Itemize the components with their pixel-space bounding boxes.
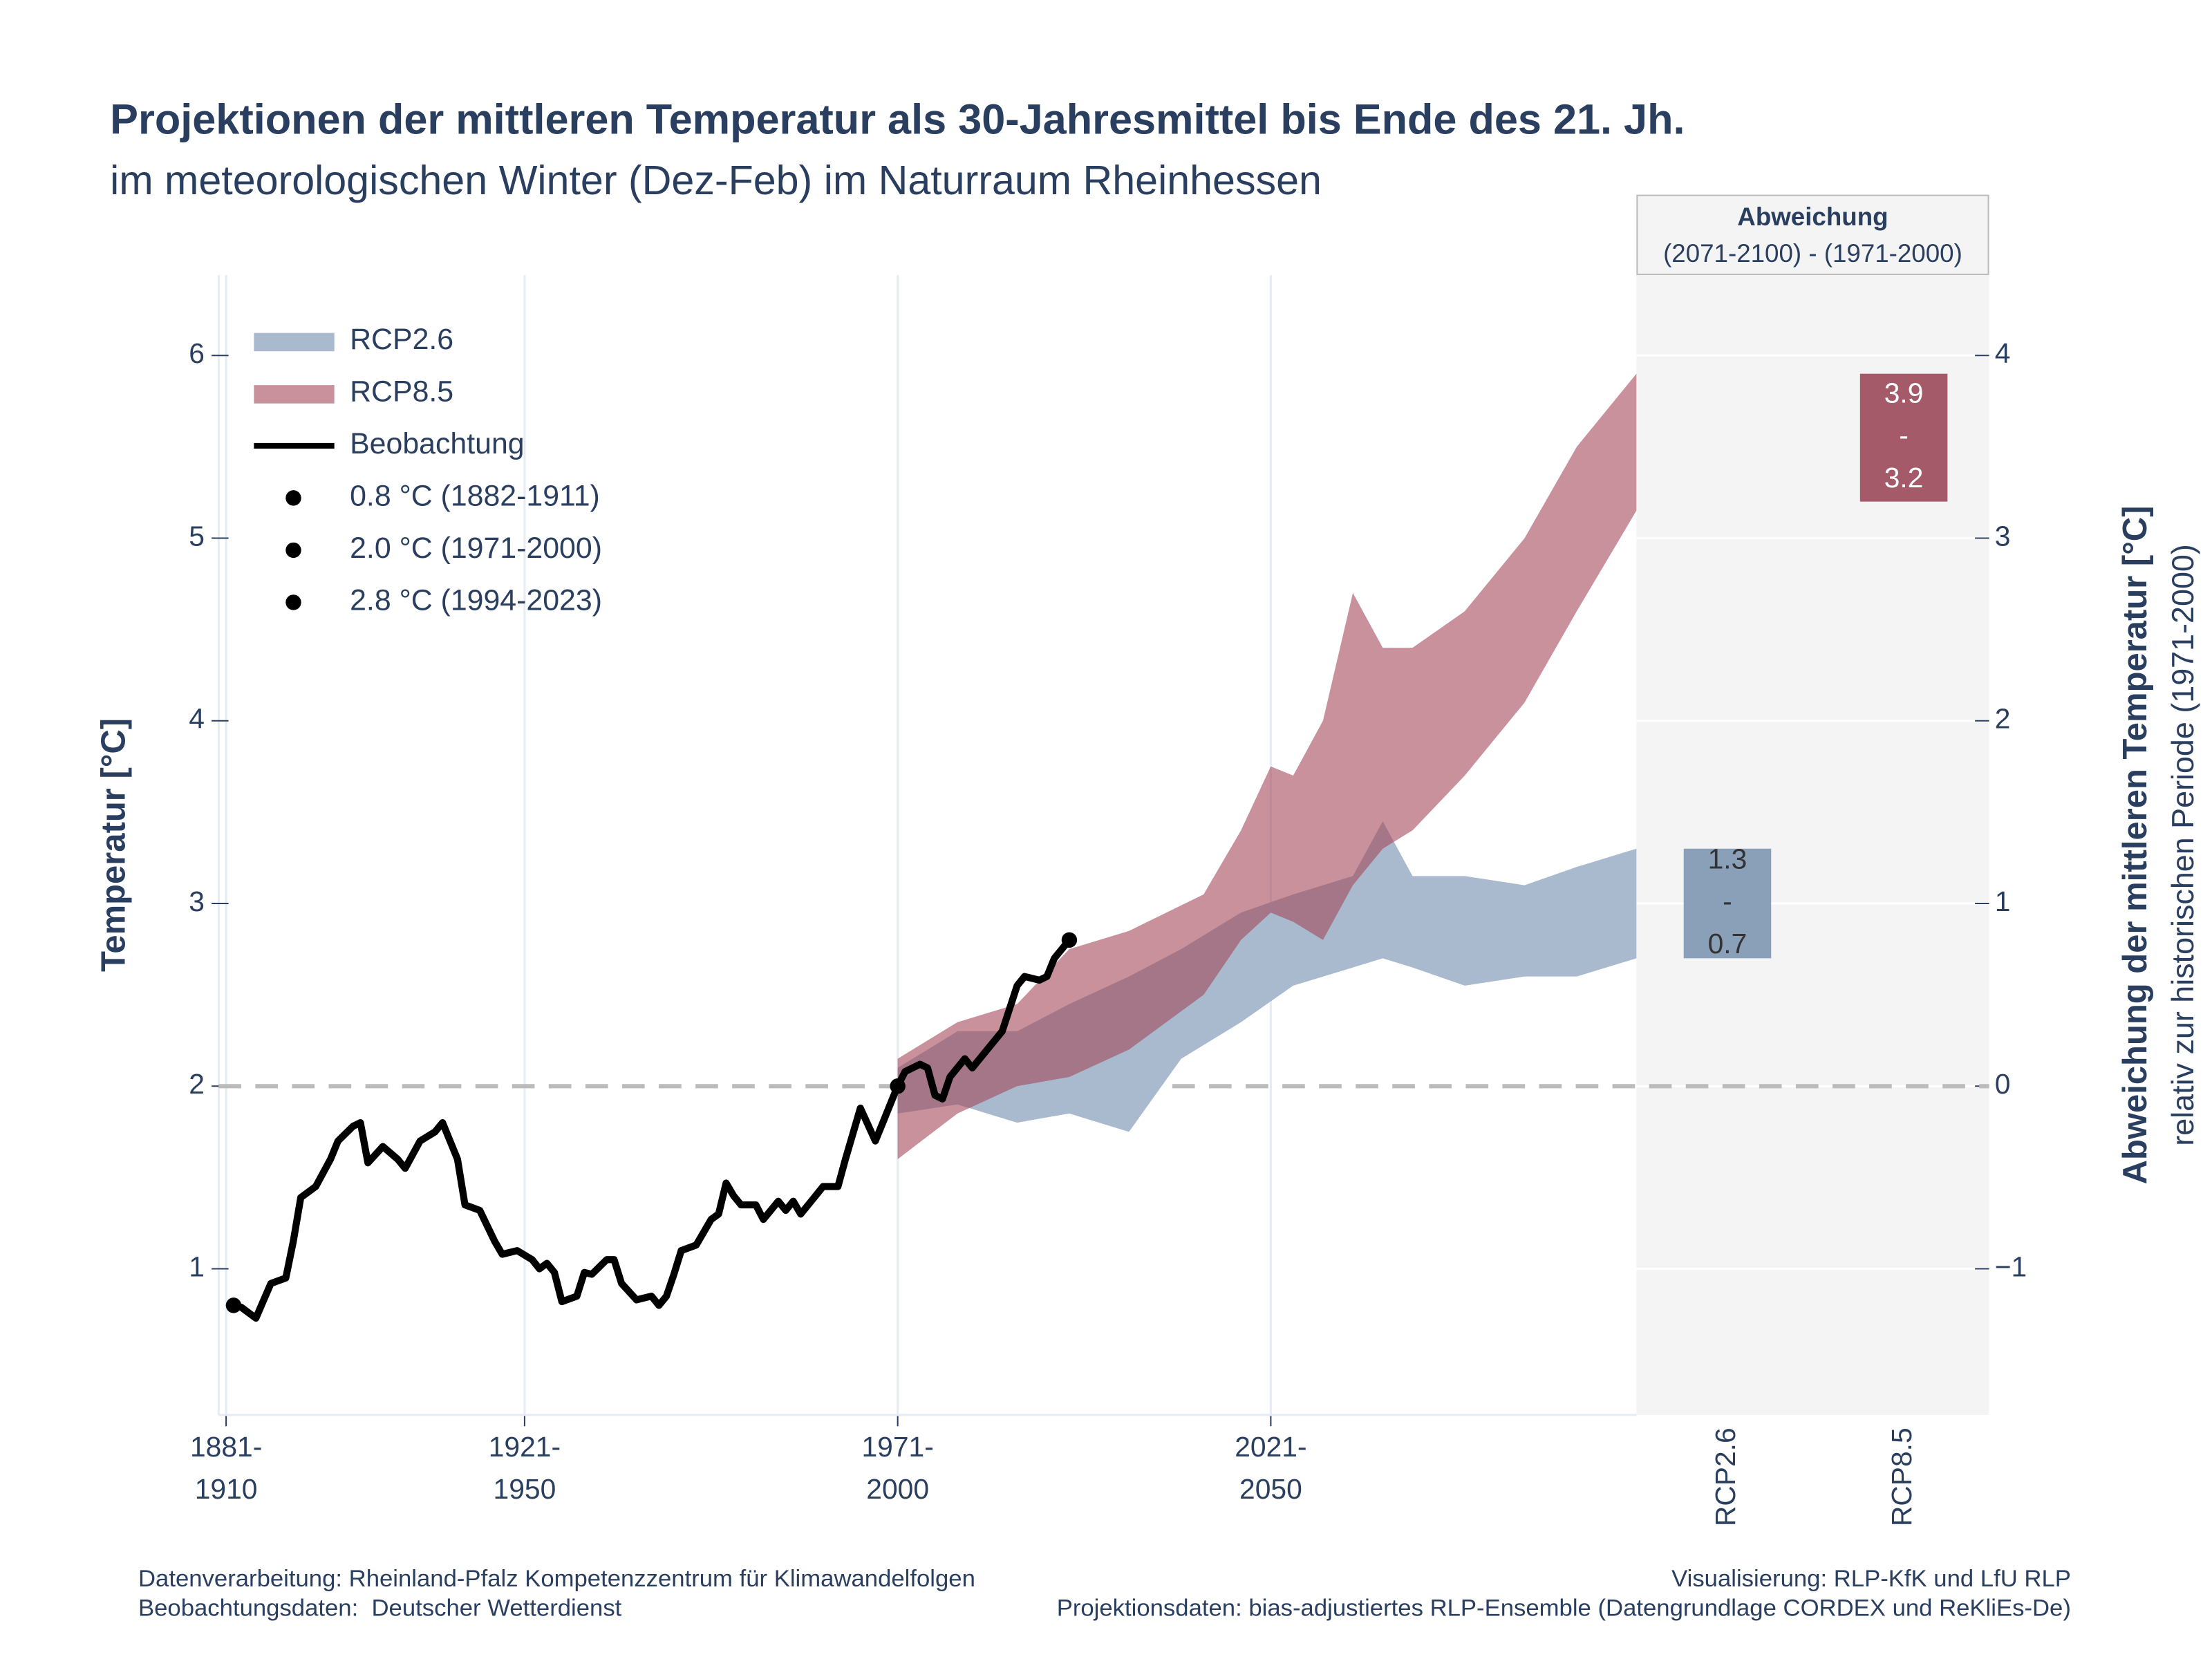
range-bar (1683, 848, 1772, 959)
marker (890, 1078, 906, 1094)
bar-label: 3.9 (1884, 377, 1924, 409)
footer-text: Visualisierung: RLP-KfK und LfU RLP (1671, 1566, 2071, 1592)
y-axis-title: Temperatur [°C] (95, 718, 132, 972)
bar-label: 1.3 (1708, 843, 1747, 875)
bar-label: 0.7 (1708, 928, 1747, 959)
bar-label: - (1723, 885, 1732, 917)
footer-text: Projektionsdaten: bias-adjustiertes RLP-… (1057, 1595, 2071, 1622)
y2-tick-label: 2 (1995, 703, 2011, 735)
y-tick-label: 5 (189, 520, 205, 552)
footer-text: Beobachtungsdaten: Deutscher Wetterdiens… (138, 1595, 622, 1622)
side-header (1636, 194, 1989, 275)
legend-label: 2.0 °C (1971-2000) (350, 532, 602, 565)
x-tick-label: 1881-1910 (190, 1431, 262, 1505)
side-subtitle: (2071-2100) - (1971-2000) (1663, 239, 1962, 268)
y2-tick-label: −1 (1995, 1250, 2027, 1282)
legend-label: 0.8 °C (1882-1911) (350, 480, 600, 513)
legend-label: 2.8 °C (1994-2023) (350, 584, 602, 617)
y-tick-label: 1 (189, 1250, 205, 1282)
y-tick-label: 4 (189, 703, 205, 735)
y-tick-label: 2 (189, 1068, 205, 1100)
band (897, 373, 1637, 1159)
legend-swatch (254, 332, 335, 352)
y2-tick-label: 1 (1995, 885, 2011, 917)
chart-subtitle: im meteorologischen Winter (Dez-Feb) im … (110, 157, 1322, 203)
footer-text: Datenverarbeitung: Rheinland-Pfalz Kompe… (138, 1566, 975, 1592)
x-tick-label: 1971-2000 (861, 1431, 933, 1505)
plot-layer: −1 0 1 2 3 4 1881-1910 1921-1950 1971-2000 2021-2… (189, 274, 2027, 1526)
bar-label: - (1899, 420, 1909, 451)
range-bar (1859, 373, 1948, 502)
side-title: Abweichung (1737, 203, 1888, 231)
y2-tick-label: 3 (1995, 520, 2011, 552)
x-tick-label: RCP2.6 (1709, 1427, 1741, 1526)
y2-tick-label: 4 (1995, 337, 2011, 369)
legend-swatch (254, 385, 335, 404)
line (229, 936, 1074, 1322)
legend-label: RCP8.5 (350, 375, 453, 409)
marker (1061, 932, 1078, 948)
x-tick-label: 1921-1950 (489, 1431, 561, 1505)
y2-axis-subtitle: relativ zur historischen Periode (1971-2… (2165, 544, 2200, 1146)
legend-marker (285, 490, 301, 506)
marker (225, 1297, 242, 1313)
legend-marker (285, 542, 301, 559)
y-tick-label: 6 (189, 337, 205, 369)
x-tick-label: RCP8.5 (1886, 1427, 1918, 1526)
legend-label: Beobachtung (350, 427, 525, 460)
y2-tick-label: 0 (1995, 1068, 2011, 1100)
x-tick-label: 2021-2050 (1235, 1431, 1306, 1505)
legend-marker (285, 594, 301, 610)
bar-label: 3.2 (1884, 462, 1924, 494)
y-tick-label: 3 (189, 885, 205, 917)
chart-title: Projektionen der mittleren Temperatur al… (110, 96, 1685, 143)
y2-axis-title: Abweichung der mittleren Temperatur [°C] (2117, 506, 2154, 1185)
legend-label: RCP2.6 (350, 323, 453, 356)
